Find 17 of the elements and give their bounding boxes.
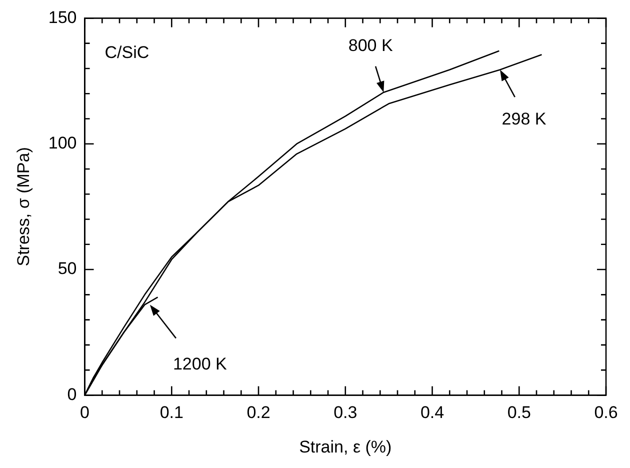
annotation: C/SiC (104, 42, 150, 62)
x-tick-label: 0 (80, 403, 90, 422)
y-tick-label: 0 (67, 384, 77, 404)
y-tick-label: 150 (48, 8, 77, 27)
x-tick-label: 0.5 (507, 403, 531, 422)
x-tick-label: 0.4 (420, 403, 444, 422)
annotation: 298 K (502, 109, 547, 128)
x-tick-label: 0.3 (334, 403, 358, 422)
annotation: 800 K (348, 36, 394, 56)
x-tick-label: 0.6 (594, 403, 618, 422)
y-tick-label: 50 (58, 259, 77, 278)
x-tick-label: 0.1 (160, 403, 184, 422)
x-axis-title: Strain, ε (%) (299, 437, 392, 456)
y-axis-title: Stress, σ (MPa) (14, 147, 33, 266)
annotation: 1200 K (172, 354, 228, 374)
y-tick-label: 100 (48, 134, 77, 153)
x-tick-label: 0.2 (246, 403, 270, 422)
